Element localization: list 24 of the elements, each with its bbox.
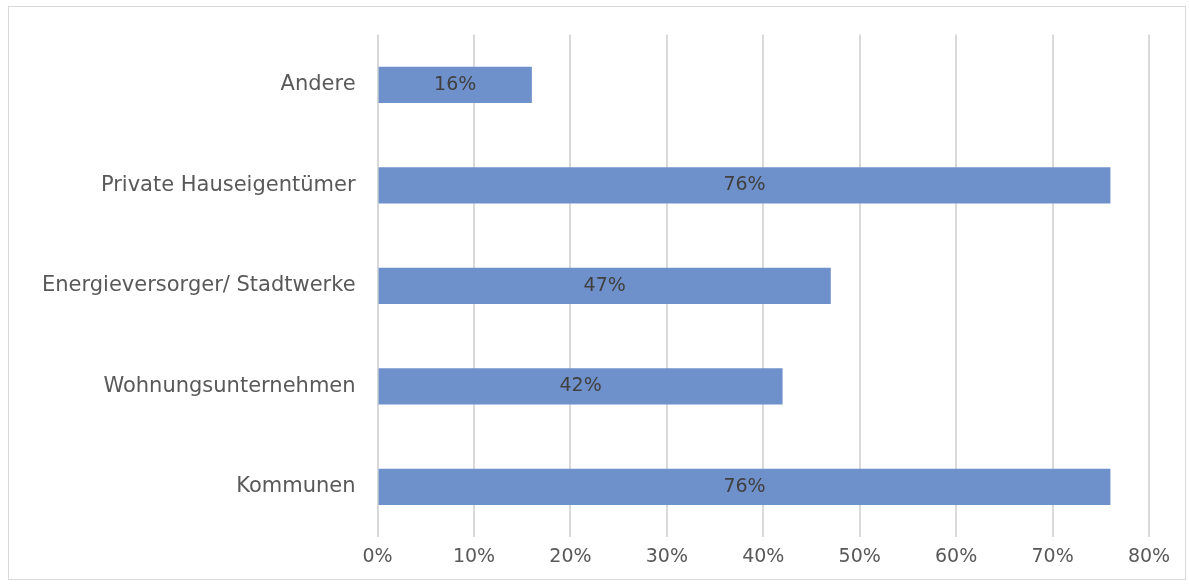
y-tick-label: Energieversorger/ Stadtwerke — [42, 272, 356, 297]
x-tick-label: 50% — [838, 543, 881, 566]
x-tick-label: 20% — [549, 543, 592, 566]
bar — [378, 267, 831, 304]
y-tick-label: Private Hauseigentümer — [100, 171, 356, 196]
x-tick-label: 60% — [935, 543, 978, 566]
bar — [378, 368, 783, 405]
y-tick-label: Kommunen — [236, 473, 356, 498]
bar — [378, 66, 532, 103]
x-tick-label: 70% — [1031, 543, 1074, 566]
y-tick-label: Wohnungsunternehmen — [103, 372, 356, 397]
data-label: 16% — [434, 71, 477, 94]
x-tick-label: 0% — [362, 543, 393, 566]
bar — [378, 167, 1111, 204]
x-tick-label: 80% — [1127, 543, 1171, 566]
data-label: 76% — [723, 473, 766, 496]
y-tick-label: Andere — [280, 71, 356, 96]
x-tick-label: 30% — [645, 543, 688, 566]
x-tick-label: 10% — [452, 543, 496, 566]
x-tick-label: 40% — [742, 543, 785, 566]
data-label: 76% — [723, 172, 766, 195]
data-label: 47% — [583, 272, 626, 295]
data-label: 42% — [559, 373, 602, 396]
bar — [378, 468, 1111, 506]
